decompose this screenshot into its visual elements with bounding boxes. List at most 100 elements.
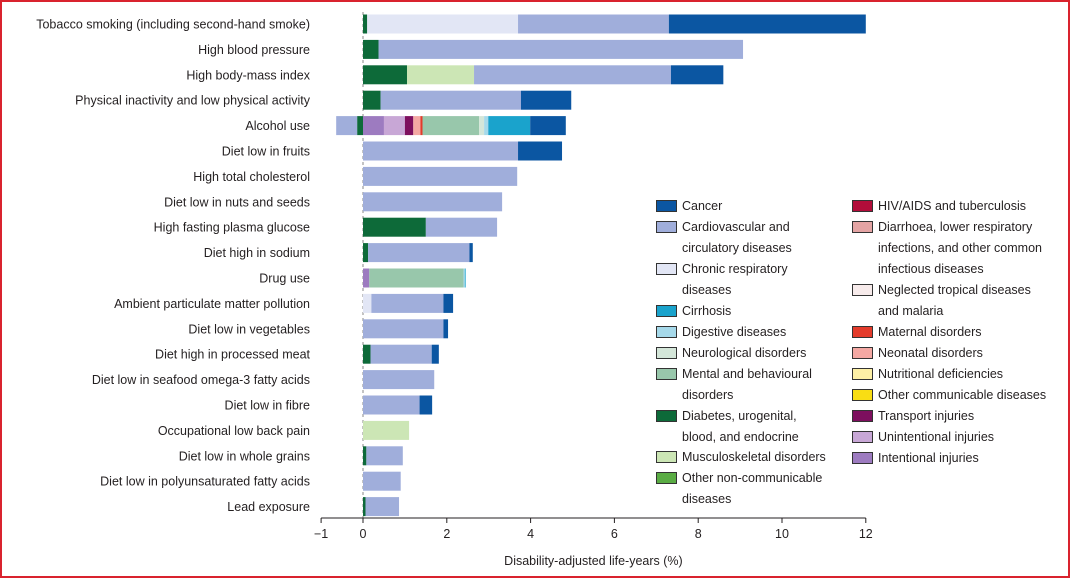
legend-swatch-mental (656, 368, 677, 380)
category-label: Physical inactivity and low physical act… (75, 94, 311, 108)
legend-item-hiv-tb: HIV/AIDS and tuberculosis (852, 196, 1068, 217)
bar-segment (363, 65, 407, 85)
legend-label: Transport injuries (878, 409, 975, 423)
category-label: Tobacco smoking (including second-hand s… (36, 18, 310, 32)
x-tick-label: 12 (859, 527, 873, 541)
x-tick-label: 10 (775, 527, 789, 541)
category-label: Occupational low back pain (158, 424, 310, 438)
bar-segment (363, 420, 410, 440)
bar-segment (363, 217, 426, 237)
x-tick-label: −1 (314, 527, 328, 541)
legend-swatch-ntd-malaria (852, 284, 873, 296)
legend-swatch-diarrhoea (852, 221, 873, 233)
legend-label: Chronic respiratory diseases (682, 262, 788, 297)
legend-swatch-cirrhosis (656, 305, 677, 317)
legend-swatch-unintentional (852, 431, 873, 443)
legend-swatch-digestive (656, 326, 677, 338)
legend-swatch-neonatal (852, 347, 873, 359)
bar-segment (363, 14, 368, 34)
bar-segment (443, 293, 454, 313)
legend-label: Musculoskeletal disorders (682, 450, 826, 464)
category-label: High blood pressure (198, 43, 310, 57)
legend-swatch-other-communicable (852, 389, 873, 401)
bar-segment (419, 395, 433, 415)
bar-segment (370, 344, 432, 364)
bar-segment (363, 39, 379, 59)
legend-label: Cancer (682, 199, 723, 213)
category-label: Lead exposure (227, 500, 310, 514)
legend-swatch-cancer (656, 200, 677, 212)
x-axis-label: Disability-adjusted life-years (%) (504, 554, 683, 568)
legend-label: Intentional injuries (878, 451, 979, 465)
legend-item-ntd-malaria: Neglected tropical diseases and malaria (852, 280, 1053, 322)
bar-segment (365, 497, 400, 517)
legend-label: Diabetes, urogenital, blood, and endocri… (682, 409, 799, 444)
bar-segment (363, 90, 381, 110)
legend-label: Neurological disorders (682, 346, 807, 360)
x-tick-label: 8 (695, 527, 702, 541)
legend-item-neurological: Neurological disorders (656, 343, 842, 364)
category-label: High fasting plasma glucose (154, 221, 310, 235)
bar-segment (371, 293, 444, 313)
category-label: Diet low in whole grains (179, 449, 310, 463)
category-label: Diet low in fibre (225, 399, 310, 413)
bar-segment (363, 141, 519, 161)
bar-segment (363, 243, 369, 263)
bar-segment (425, 217, 498, 237)
legend-item-diabetes: Diabetes, urogenital, blood, and endocri… (656, 406, 817, 448)
legend-item-mental: Mental and behavioural disorders (656, 364, 832, 406)
legend-item-musculoskeletal: Musculoskeletal disorders (656, 447, 847, 468)
legend-swatch-transport (852, 410, 873, 422)
legend-item-cirrhosis: Cirrhosis (656, 301, 832, 322)
category-label: Diet high in processed meat (155, 348, 310, 362)
bar-segment (363, 166, 518, 186)
legend-swatch-chronic-respiratory (656, 263, 677, 275)
legend-label: Other non-communicable diseases (682, 471, 823, 506)
category-label: Alcohol use (245, 119, 310, 133)
bar-segment (670, 65, 724, 85)
legend-item-intentional: Intentional injuries (852, 448, 1068, 469)
bar-segment (518, 141, 563, 161)
legend-swatch-nutritional (852, 368, 873, 380)
legend-label: Neglected tropical diseases and malaria (878, 283, 1031, 318)
category-label: Diet low in nuts and seeds (164, 195, 310, 209)
bar-segment (479, 116, 485, 136)
legend-swatch-cardiovascular (656, 221, 677, 233)
bar-segment (363, 471, 401, 491)
bar-segment (380, 90, 521, 110)
legend-item-neonatal: Neonatal disorders (852, 343, 1068, 364)
legend-label: Neonatal disorders (878, 346, 983, 360)
bar-segment (488, 116, 531, 136)
legend-swatch-intentional (852, 452, 873, 464)
bar-segment (368, 243, 470, 263)
legend-swatch-other-ncd (656, 472, 677, 484)
bar-segment (369, 268, 464, 288)
category-label: Ambient particulate matter pollution (114, 297, 310, 311)
legend-swatch-neurological (656, 347, 677, 359)
bar-segment (363, 319, 444, 339)
legend-label: Maternal disorders (878, 325, 982, 339)
category-label: Drug use (259, 272, 310, 286)
legend-swatch-hiv-tb (852, 200, 873, 212)
bar-segment (431, 344, 439, 364)
bar-segment (363, 268, 370, 288)
legend-label: Unintentional injuries (878, 430, 995, 444)
bar-segment (474, 65, 671, 85)
bar-segment (363, 344, 371, 364)
x-tick-label: 2 (443, 527, 450, 541)
legend-item-cancer: Cancer (656, 196, 832, 217)
category-label: Diet low in vegetables (188, 322, 310, 336)
x-tick-label: 0 (360, 527, 367, 541)
legend-label: Nutritional deficiencies (878, 367, 1004, 381)
x-tick-label: 6 (611, 527, 618, 541)
legend-label: Other communicable diseases (878, 388, 1047, 402)
legend-item-other-ncd: Other non-communicable diseases (656, 468, 847, 510)
legend-item-transport: Transport injuries (852, 406, 1068, 427)
bar-segment (363, 116, 384, 136)
legend-item-chronic-respiratory: Chronic respiratory diseases (656, 259, 812, 301)
legend-label: Cardiovascular and circulatory diseases (682, 220, 792, 255)
category-label: High body-mass index (186, 68, 310, 82)
bar-segment (363, 497, 366, 517)
bar-segment (366, 446, 403, 466)
legend-label: Diarrhoea, lower respiratory infections,… (878, 220, 1042, 276)
